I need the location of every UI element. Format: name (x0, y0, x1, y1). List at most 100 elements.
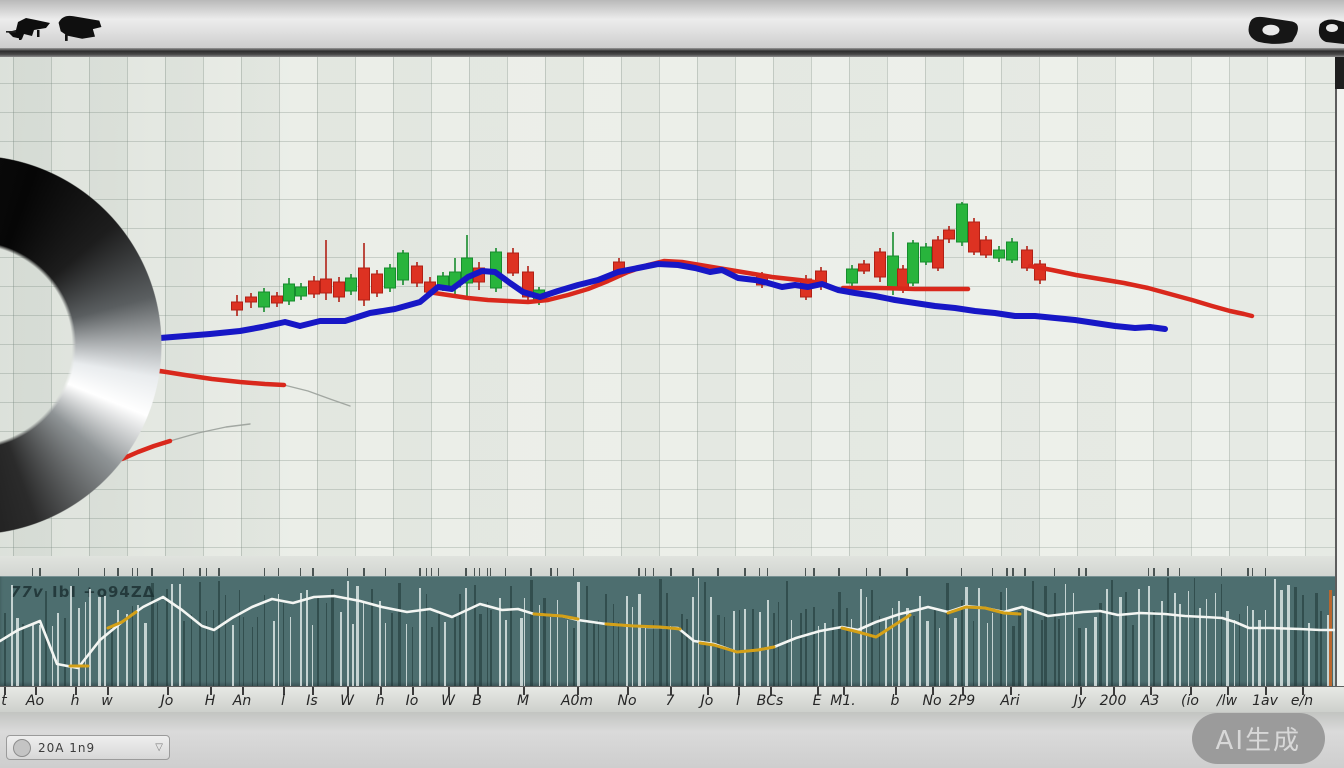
volume-bar (918, 596, 921, 686)
volume-bar (625, 596, 628, 686)
axis-label: No (922, 693, 942, 709)
volume-bar (312, 625, 314, 686)
volume-bar (865, 597, 867, 686)
axis-tick (4, 687, 6, 695)
volume-bar (443, 622, 446, 686)
volume-bar (973, 621, 975, 686)
volume-bar (263, 595, 265, 686)
window-blob-icon-2[interactable] (1316, 15, 1344, 47)
volume-bar (117, 610, 120, 686)
volume-bar (51, 626, 54, 686)
panel-top-tick (131, 568, 134, 576)
axis-tick (817, 687, 819, 695)
panel-top-tick (717, 568, 719, 576)
volume-bar (1280, 590, 1283, 686)
axis-label: Ao (25, 693, 45, 709)
volume-bar (77, 608, 80, 686)
window-blob-icon-1[interactable] (1242, 13, 1302, 45)
volume-bar (585, 586, 588, 686)
volume-bar (1153, 611, 1156, 686)
volume-bar (766, 600, 769, 686)
panel-top-tick (136, 568, 139, 576)
panel-top-tick (430, 568, 433, 576)
toolbar-blob-icon-2[interactable] (56, 12, 104, 42)
indicator-panel[interactable]: 77v IbI +o94ZΔ (0, 568, 1344, 686)
toolbar-blob-icon-1[interactable] (6, 10, 54, 42)
panel-top-tick (346, 568, 349, 576)
panel-top-tick (425, 568, 428, 576)
panel-top-tick (384, 568, 387, 576)
panel-top-tick (906, 568, 908, 576)
axis-tick (167, 687, 169, 695)
volume-bar (299, 593, 302, 686)
axis-tick (1302, 687, 1304, 695)
volume-bar (965, 587, 968, 686)
volume-bar (1072, 593, 1075, 686)
panel-top-tick (151, 568, 153, 576)
volume-bar (1044, 586, 1047, 686)
volume-bar (744, 609, 746, 686)
axis-tick (738, 687, 740, 695)
accent-volume-bar (1329, 590, 1332, 686)
axis-label: An (232, 693, 252, 709)
volume-bar (4, 613, 7, 686)
volume-bar (724, 617, 726, 686)
volume-bar (1193, 578, 1195, 686)
volume-bar (384, 623, 387, 686)
volume-bar (273, 621, 275, 686)
panel-top-tick (1006, 568, 1008, 576)
panel-top-tick (1153, 568, 1155, 576)
volume-bar (1119, 597, 1122, 686)
volume-bar (504, 620, 507, 686)
volume-bar (1099, 603, 1102, 686)
volume-bar (352, 624, 355, 686)
volume-bar (786, 581, 788, 686)
axis-tick (707, 687, 709, 695)
volume-bar (680, 614, 684, 686)
volume-bar (850, 619, 852, 686)
volume-bar (717, 615, 720, 686)
volume-bar (1247, 606, 1249, 686)
volume-bar (926, 621, 929, 686)
axis-label: h (375, 693, 385, 709)
volume-bar (772, 613, 776, 686)
volume-bar (191, 614, 193, 686)
axis-label: 200 (1099, 693, 1127, 709)
panel-top-tick (486, 568, 489, 576)
volume-bar (799, 613, 803, 686)
volume-bar (1057, 619, 1061, 686)
volume-bar (425, 594, 428, 686)
panel-top-tick (103, 568, 106, 576)
panel-top-tick (991, 568, 994, 576)
panel-top-tick (838, 568, 840, 576)
volume-bar (498, 598, 501, 686)
volume-bar (638, 594, 641, 686)
axis-label: 7 (665, 693, 675, 709)
volume-bar (151, 583, 154, 686)
status-pill[interactable]: 20A 1n9 ▽ (6, 735, 170, 760)
volume-bar (326, 603, 328, 686)
axis-tick (283, 687, 285, 695)
panel-top-tick (205, 568, 208, 576)
axis-tick (770, 687, 772, 695)
volume-bar (205, 611, 208, 686)
volume-bar (692, 597, 695, 686)
right-scrollbar[interactable] (1335, 57, 1344, 686)
volume-bar (1199, 608, 1201, 686)
volume-bar (84, 602, 87, 686)
axis-label: t (1, 693, 7, 709)
axis-tick (1010, 687, 1012, 695)
candlestick-chart-area[interactable] (0, 57, 1344, 576)
indicator-label-left: 77v (10, 583, 44, 601)
volume-bar (1006, 588, 1008, 686)
volume-bar (1173, 593, 1177, 686)
volume-bar (339, 612, 343, 686)
axis-tick (448, 687, 450, 695)
volume-bar (1178, 604, 1182, 686)
panel-top-tick (465, 568, 467, 576)
volume-bar (1214, 593, 1217, 686)
volume-bar (22, 624, 25, 686)
volume-bar (912, 616, 915, 686)
panel-top-tick (1247, 568, 1249, 576)
axis-label: Jy (1073, 693, 1087, 709)
